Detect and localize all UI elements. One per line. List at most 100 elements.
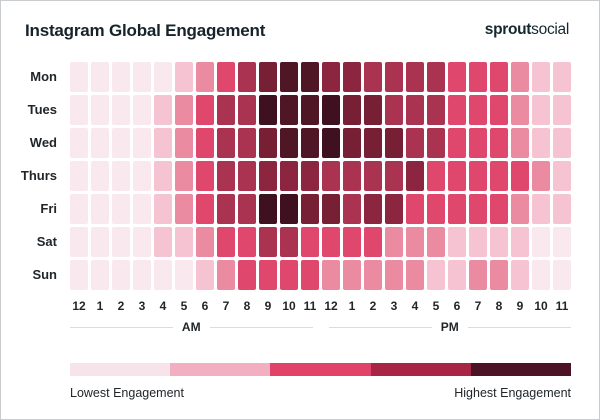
heatmap-cell [154, 95, 172, 125]
heatmap-cell [385, 194, 403, 224]
heatmap-cell [385, 227, 403, 257]
row-label: Tues [27, 102, 57, 117]
heatmap-cell [280, 95, 298, 125]
heatmap-cell [238, 95, 256, 125]
hour-tick-label: 5 [180, 299, 188, 313]
heatmap-cell [490, 227, 508, 257]
heatmap-cell [406, 194, 424, 224]
heatmap-cell [217, 62, 235, 92]
heatmap-cell [259, 161, 277, 191]
heatmap-cell [322, 128, 340, 158]
heatmap-cell [238, 161, 256, 191]
heatmap-cell [385, 161, 403, 191]
heatmap-cell [427, 227, 445, 257]
heatmap-cell [343, 260, 361, 290]
hour-tick-label: 12 [324, 299, 338, 313]
heatmap-cell [469, 194, 487, 224]
hour-tick-label: 4 [411, 299, 419, 313]
heatmap-cell [196, 227, 214, 257]
heatmap-cell [259, 194, 277, 224]
hour-tick-label: 6 [453, 299, 461, 313]
heatmap-cell [427, 128, 445, 158]
heatmap-cell [91, 260, 109, 290]
pm-label: PM [440, 320, 459, 334]
heatmap-cell [175, 260, 193, 290]
heatmap-cell [133, 227, 151, 257]
heatmap-cell [112, 95, 130, 125]
hour-tick-label: 10 [282, 299, 296, 313]
heatmap-cell [406, 95, 424, 125]
heatmap-cell [343, 128, 361, 158]
heatmap-cell [385, 260, 403, 290]
ampm-axis: AM PM [70, 320, 571, 334]
legend: Lowest Engagement Highest Engagement [70, 363, 571, 400]
heatmap-cell [175, 161, 193, 191]
heatmap-cell [385, 62, 403, 92]
heatmap-cell [427, 194, 445, 224]
heatmap-cell [343, 227, 361, 257]
am-axis-section: AM [70, 320, 313, 334]
heatmap-cell [91, 128, 109, 158]
heatmap-cell [406, 260, 424, 290]
heatmap-cell [280, 194, 298, 224]
heatmap-cell [175, 128, 193, 158]
heatmap-cell [532, 260, 550, 290]
heatmap-cell [238, 194, 256, 224]
heatmap-cell [259, 227, 277, 257]
row-label: Sun [32, 267, 57, 282]
heatmap-cell [301, 95, 319, 125]
heatmap-cell [154, 194, 172, 224]
heatmap-cell [490, 62, 508, 92]
heatmap-cell [259, 62, 277, 92]
heatmap-cell [280, 62, 298, 92]
heatmap-cell [406, 227, 424, 257]
heatmap-cell [490, 128, 508, 158]
heatmap-cell [70, 62, 88, 92]
heatmap-cell [490, 260, 508, 290]
heatmap-cell [133, 194, 151, 224]
heatmap-cell [364, 95, 382, 125]
heatmap-cell [70, 128, 88, 158]
heatmap-cell [343, 95, 361, 125]
hour-tick-label: 9 [516, 299, 524, 313]
heatmap-cell [532, 62, 550, 92]
heatmap-cell [448, 161, 466, 191]
heatmap-cell [322, 260, 340, 290]
heatmap-cell [301, 62, 319, 92]
heatmap-cell [70, 161, 88, 191]
hour-tick-label: 9 [264, 299, 272, 313]
row-label: Wed [29, 135, 57, 150]
heatmap-cell [196, 161, 214, 191]
hour-tick-label: 2 [369, 299, 377, 313]
heatmap-cell [553, 128, 571, 158]
heatmap-cell [448, 227, 466, 257]
heatmap-cell [469, 95, 487, 125]
legend-swatch [70, 363, 171, 376]
legend-high-label: Highest Engagement [454, 386, 571, 400]
heatmap-cell [175, 227, 193, 257]
heatmap-cell [511, 161, 529, 191]
hour-tick-label: 3 [390, 299, 398, 313]
heatmap-cell [154, 260, 172, 290]
heatmap-cell [301, 161, 319, 191]
heatmap-cell [343, 62, 361, 92]
heatmap-cell [322, 227, 340, 257]
hour-tick-label: 3 [138, 299, 146, 313]
heatmap-cell [280, 260, 298, 290]
heatmap-cell [154, 62, 172, 92]
heatmap-cell [238, 260, 256, 290]
heatmap-cell [427, 260, 445, 290]
heatmap-cell [259, 260, 277, 290]
heatmap-cell [112, 62, 130, 92]
heatmap-cell [91, 95, 109, 125]
heatmap-cell [133, 62, 151, 92]
heatmap-cell [511, 227, 529, 257]
heatmap-cell [217, 161, 235, 191]
row-label: Thurs [20, 168, 57, 183]
axis-line [70, 326, 173, 328]
heatmap-cell [259, 95, 277, 125]
heatmap-cell [133, 260, 151, 290]
heatmap-cell [70, 95, 88, 125]
logo-text-light: social [531, 21, 569, 38]
hour-tick-label: 5 [432, 299, 440, 313]
